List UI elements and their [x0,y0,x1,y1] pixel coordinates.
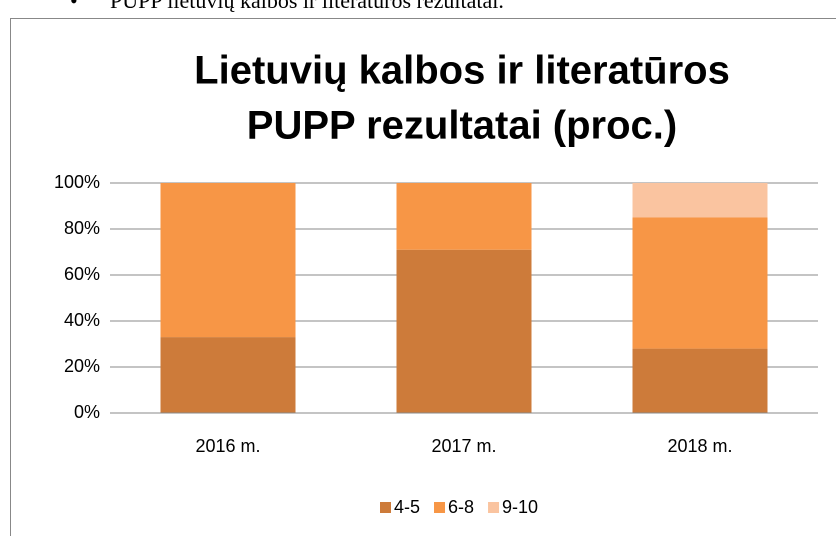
bar-segment [633,218,768,349]
x-tick-label: 2018 m. [667,436,732,456]
y-tick-label: 40% [64,310,100,330]
legend-swatch [434,502,445,513]
legend-label: 9-10 [502,497,538,517]
bar-segment [161,183,296,337]
legend-label: 6-8 [448,497,474,517]
y-tick-label: 0% [74,402,100,422]
bar-segment [633,349,768,413]
heading: PUPP lietuvių kalbos ir literatūros rezu… [110,0,504,13]
y-tick-label: 80% [64,218,100,238]
bar-segment [161,337,296,413]
chart-title: Lietuvių kalbos ir literatūros [194,49,730,93]
x-tick-label: 2017 m. [431,436,496,456]
bar-segment [633,183,768,218]
legend-swatch [380,502,391,513]
x-tick-label: 2016 m. [195,436,260,456]
y-tick-label: 100% [54,172,100,192]
chart-title: PUPP rezultatai (proc.) [247,104,677,148]
bullet: • [70,0,78,13]
legend-swatch [488,502,499,513]
legend-label: 4-5 [394,497,420,517]
y-tick-label: 60% [64,264,100,284]
bar-segment [397,183,532,250]
y-tick-label: 20% [64,356,100,376]
bar-segment [397,250,532,413]
